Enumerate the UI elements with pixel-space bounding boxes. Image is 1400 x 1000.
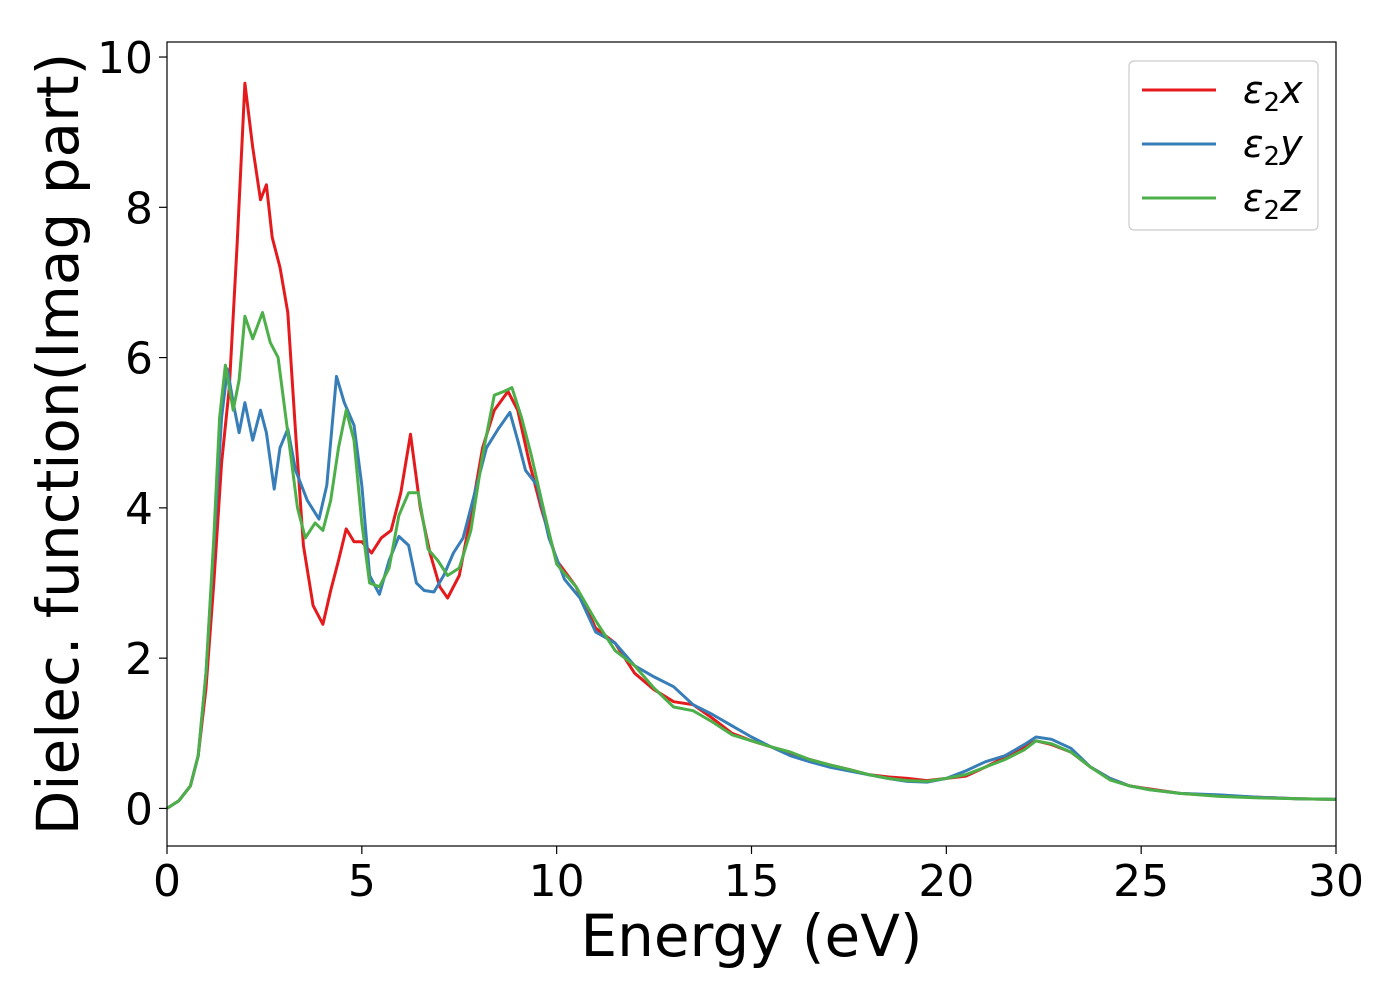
x-tick-label: 25 [1113,856,1169,907]
x-tick-label: 30 [1308,856,1364,907]
x-tick-label: 15 [724,856,780,907]
x-tick-label: 0 [153,856,181,907]
legend-label-y: ε2y [1243,122,1303,172]
y-tick-label: 10 [97,33,153,84]
legend-box [1128,60,1319,231]
series-group [166,81,1337,810]
x-tick-label: 5 [348,856,376,907]
legend-label-z: ε2z [1243,176,1301,226]
x-tick-label: 10 [529,856,585,907]
legend-label-x: ε2x [1243,68,1303,118]
series-line-y [166,367,1337,810]
x-axis: 0 5 10 15 20 25 30 [153,846,1364,907]
y-axis-title: Dielec. function(Imag part) [24,53,92,836]
x-axis-title: Energy (eV) [580,902,922,970]
series-line-z [166,311,1337,810]
y-tick-label: 4 [125,484,153,535]
x-tick-label: 20 [918,856,974,907]
y-tick-label: 6 [125,334,153,385]
y-tick-label: 0 [125,784,153,835]
y-tick-label: 2 [125,634,153,685]
y-tick-label: 8 [125,183,153,234]
y-axis: 0 2 4 6 8 10 [97,33,167,835]
